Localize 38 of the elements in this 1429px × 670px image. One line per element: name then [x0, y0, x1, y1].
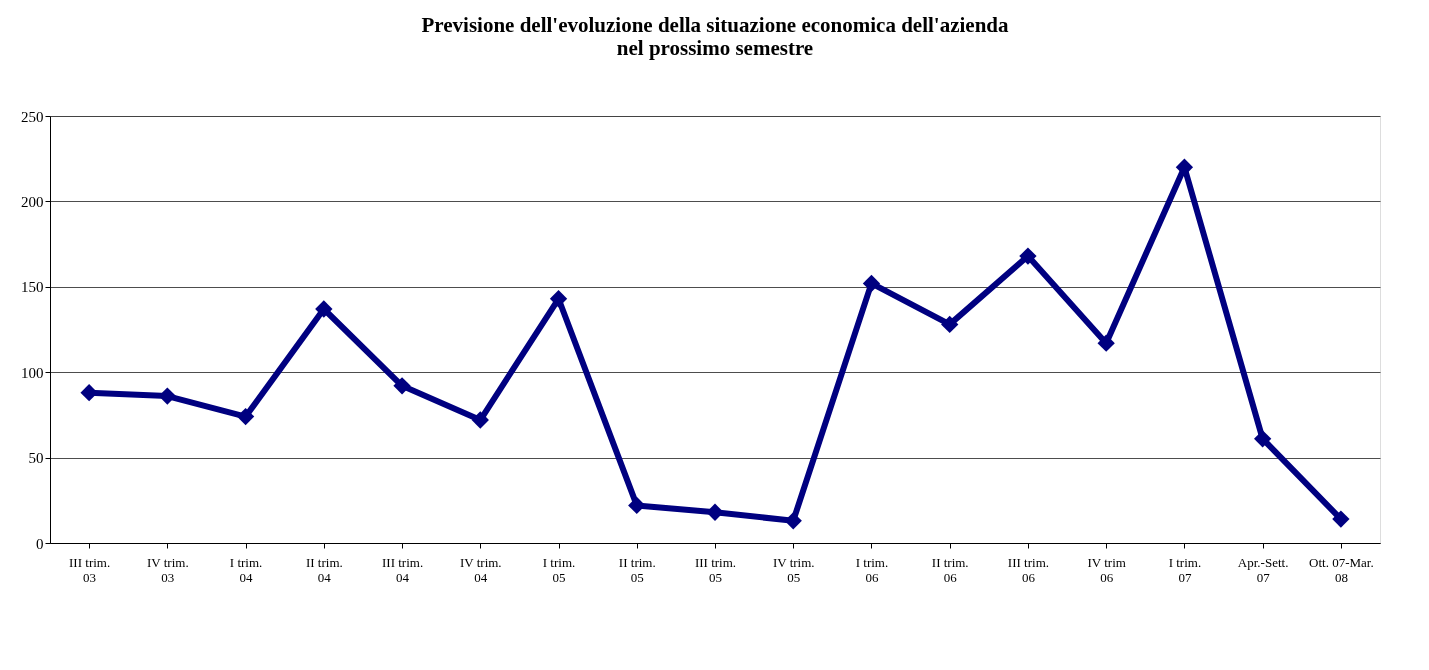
y-tick-label: 200: [21, 193, 44, 210]
point: [862, 274, 881, 293]
x-tick-label: I trim. 05: [542, 554, 576, 585]
point: [1253, 430, 1272, 448]
y-tick-label: 100: [21, 364, 44, 381]
point: [1332, 510, 1350, 528]
point: [549, 290, 568, 308]
x-tick-label: IV trim 06: [1087, 554, 1126, 585]
x-tick-label: Ott. 07-Mar. 08: [1309, 554, 1374, 585]
x-tick-label: IV trim. 04: [459, 554, 502, 585]
text: Previsione dell'evoluzione della situazione economica dell'azienda: [421, 13, 1009, 37]
x-tick-label: II trim. 06: [931, 554, 969, 585]
point: [706, 503, 724, 521]
point: [1019, 247, 1037, 265]
x-tick-label: IV trim. 03: [147, 554, 189, 585]
x-tick-label: III trim. 05: [694, 554, 737, 585]
y-tick-label: 50: [28, 450, 44, 467]
x-tick-label: II trim. 04: [305, 554, 343, 585]
point: [393, 377, 411, 395]
point: [471, 411, 489, 429]
x-tick-label: III trim. 03: [69, 554, 111, 585]
x-tick-label: III trim. 06: [1007, 554, 1050, 585]
x-tick-label: II trim. 05: [618, 554, 656, 585]
point: [236, 407, 255, 426]
text: nel prossimo semestre: [616, 36, 814, 60]
y-tick-label: 150: [21, 279, 44, 296]
point: [315, 300, 333, 318]
x-tick-label: IV trim. 05: [772, 554, 815, 585]
y-tick-label: 250: [21, 108, 44, 125]
x-tick-label: I trim. 04: [229, 554, 263, 585]
y-tick-label: 0: [36, 535, 44, 552]
x-tick-label: Apr.-Sett. 07: [1237, 554, 1289, 585]
x-tick-label: III trim. 04: [381, 554, 424, 585]
x-tick-label: I trim. 06: [855, 554, 889, 585]
point: [941, 315, 959, 334]
point: [1097, 334, 1115, 352]
point: [628, 496, 646, 515]
x-tick-label: I trim. 07: [1168, 554, 1202, 585]
